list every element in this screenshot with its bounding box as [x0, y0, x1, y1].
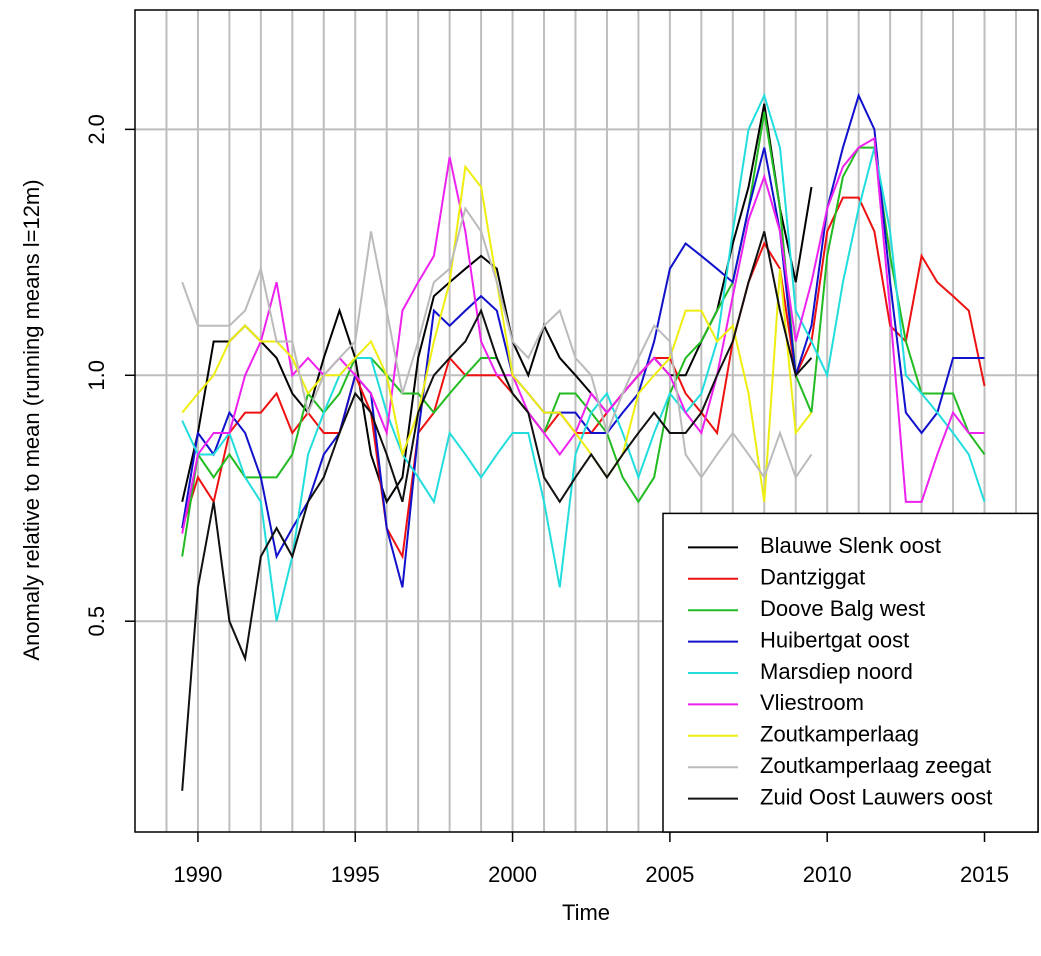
- legend-label: Blauwe Slenk oost: [760, 533, 941, 558]
- legend-label: Vliestroom: [760, 690, 864, 715]
- legend-label: Huibertgat oost: [760, 627, 909, 652]
- plot-frame: [134, 9, 1039, 833]
- x-axis-label: Time: [562, 900, 610, 925]
- x-tick-label: 2015: [960, 862, 1009, 887]
- legend-label: Marsdiep noord: [760, 659, 913, 684]
- legend-label: Doove Balg west: [760, 596, 925, 621]
- legend-label: Zoutkamperlaag: [760, 722, 919, 747]
- series-line: [181, 103, 813, 505]
- y-tick-label: 2.0: [84, 114, 109, 145]
- series-line: [181, 196, 986, 560]
- y-tick-label: 0.5: [84, 606, 109, 637]
- x-tick-label: 1990: [173, 862, 222, 887]
- x-tick-label: 2000: [488, 862, 537, 887]
- y-tick-label: 1.0: [84, 360, 109, 391]
- series-line: [181, 92, 985, 588]
- series-line: [181, 92, 986, 622]
- legend-label: Dantziggat: [760, 565, 865, 590]
- x-tick-label: 2005: [645, 862, 694, 887]
- series-line: [181, 111, 986, 557]
- x-tick-label: 2010: [803, 862, 852, 887]
- series-line: [181, 231, 813, 791]
- x-tick-label: 1995: [331, 862, 380, 887]
- series-line: [181, 164, 813, 502]
- series-line: [181, 206, 813, 480]
- legend-label: Zuid Oost Lauwers oost: [760, 784, 992, 809]
- y-axis-label: Anomaly relative to mean (running means …: [19, 179, 44, 660]
- legend-label: Zoutkamperlaag zeegat: [760, 753, 991, 778]
- series-line: [181, 136, 985, 534]
